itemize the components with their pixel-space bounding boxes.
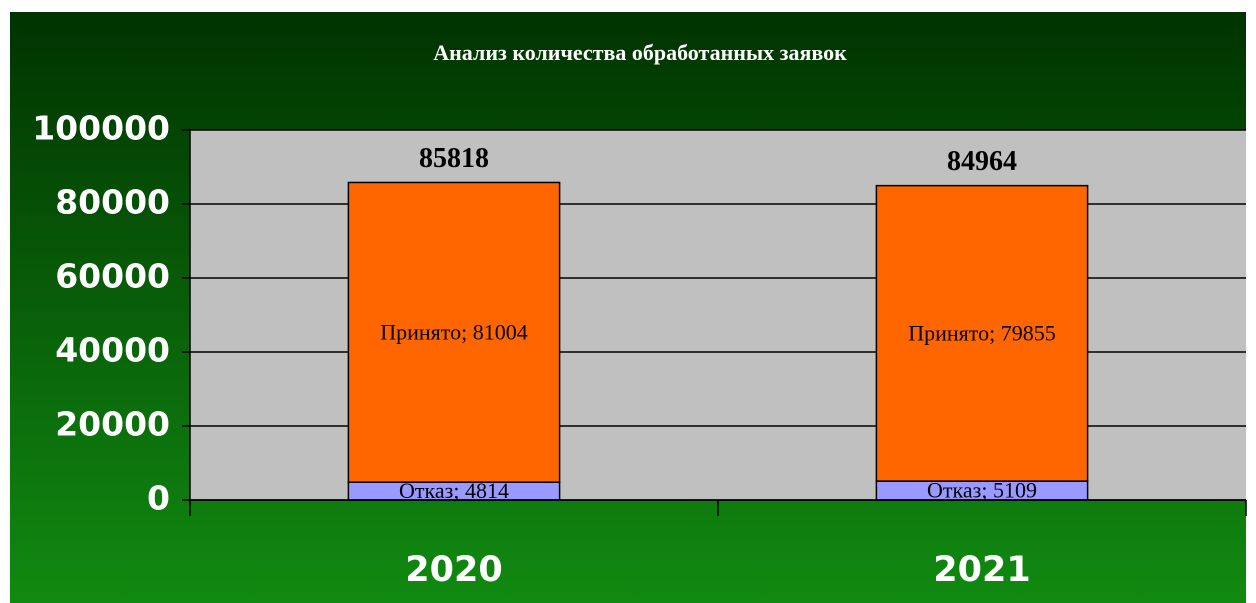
y-tick-label: 80000 <box>55 183 170 222</box>
y-tick-label: 20000 <box>55 405 170 444</box>
bar-segment <box>875 184 1089 482</box>
x-tick-label: 2021 <box>933 550 1030 590</box>
y-tick-label: 60000 <box>55 257 170 296</box>
y-tick-label: 0 <box>147 479 170 518</box>
x-tick-label: 2020 <box>405 550 502 590</box>
total-label: 85818 <box>419 143 489 174</box>
y-tick-label: 100000 <box>32 109 170 148</box>
chart-title: Анализ количества обработанных заявок <box>433 40 847 65</box>
data-label: Принято; 81004 <box>380 319 528 344</box>
total-label: 84964 <box>947 146 1017 177</box>
data-label: Принято; 79855 <box>908 320 1056 345</box>
bar-segment <box>347 181 561 483</box>
y-tick-label: 40000 <box>55 331 170 370</box>
